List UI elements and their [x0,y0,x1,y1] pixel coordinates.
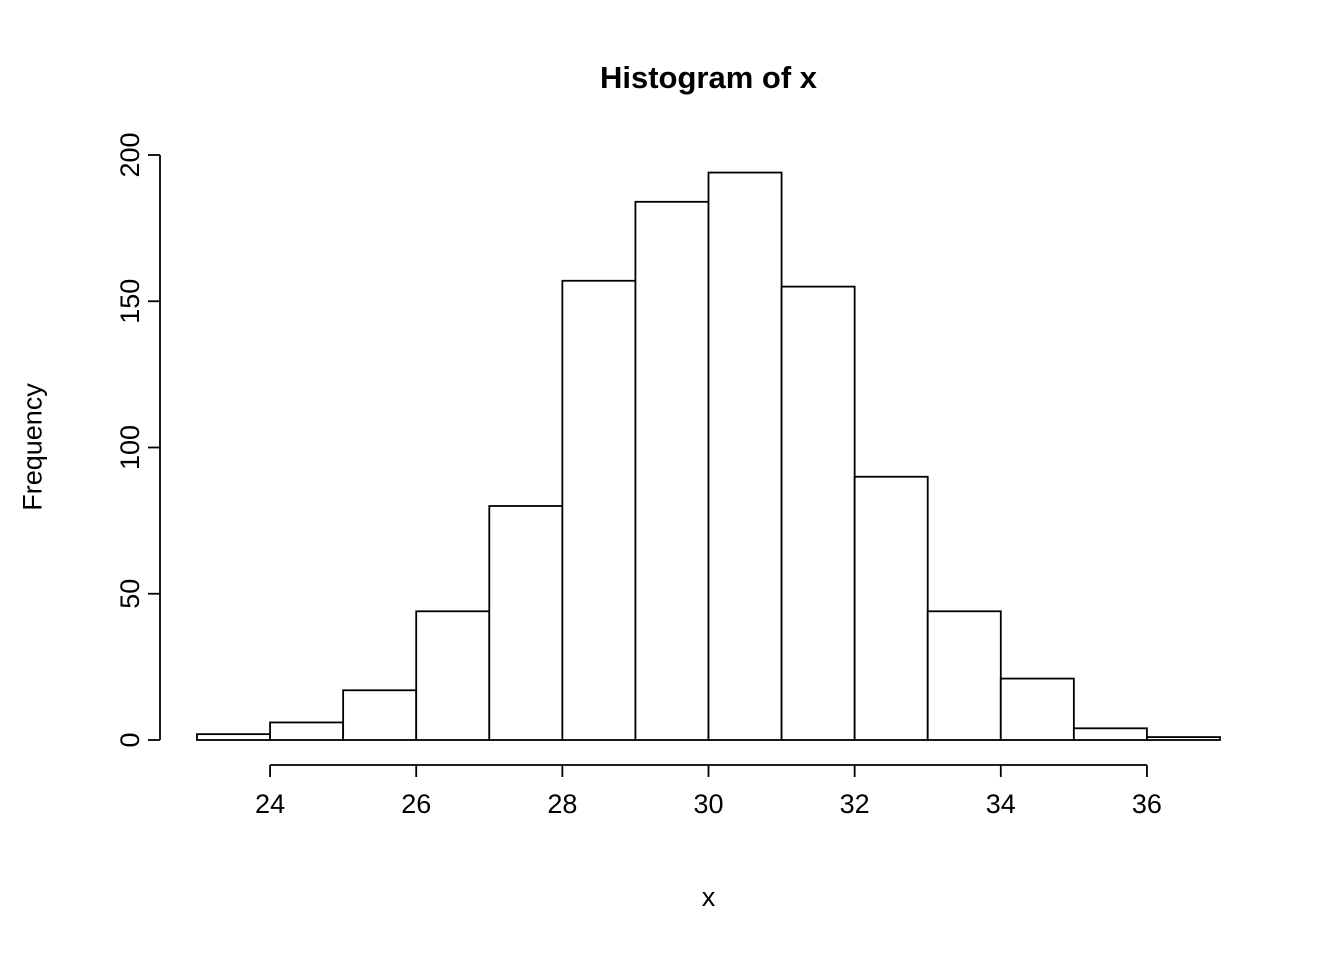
histogram-bar [342,689,418,741]
x-tick-label: 24 [255,789,285,819]
histogram-bar [999,677,1075,741]
histogram-bar [707,171,783,741]
x-tick-label: 36 [1132,789,1162,819]
x-tick-label: 34 [986,789,1016,819]
x-axis-label: x [701,882,716,912]
y-axis-label: Frequency [17,383,48,511]
histogram-bar [415,610,491,741]
histogram-bar [196,733,271,741]
y-tick-label: 150 [115,279,145,324]
histogram-bar [634,200,710,741]
y-tick-label: 200 [115,132,145,177]
histogram-bar [488,505,564,741]
histogram-bar [269,721,345,741]
histogram-bar [561,279,637,741]
x-tick-label: 26 [401,789,431,819]
histogram-bar [1072,727,1148,741]
histogram-bar [853,475,929,741]
histogram-bar [1146,736,1221,741]
y-tick-label: 0 [115,732,145,747]
chart-title: Histogram of x [599,60,818,95]
y-tick-label: 50 [115,579,145,609]
histogram-bar [780,285,856,741]
histogram-bar [926,610,1002,741]
x-tick-label: 30 [693,789,723,819]
x-tick-label: 32 [840,789,870,819]
x-tick-label: 28 [547,789,577,819]
y-tick-label: 100 [115,425,145,470]
